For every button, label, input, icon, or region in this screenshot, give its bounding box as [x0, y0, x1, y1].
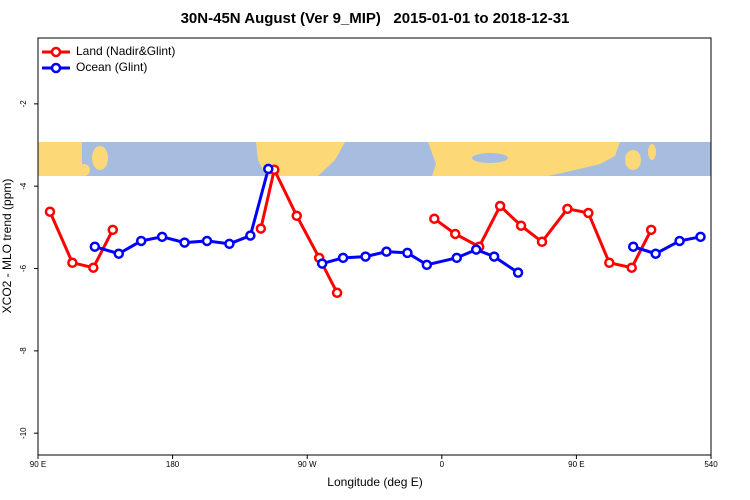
x-tick-label: 0 — [440, 460, 445, 469]
data-point — [89, 241, 101, 252]
data-point — [515, 220, 527, 231]
data-point — [451, 252, 463, 264]
x-axis-label: Longitude (deg E) — [327, 475, 422, 489]
data-point — [224, 238, 235, 250]
data-point — [88, 262, 99, 273]
data-point — [650, 248, 661, 259]
data-point — [494, 200, 506, 212]
data-point — [245, 230, 256, 241]
data-point — [255, 223, 267, 234]
data-point — [583, 207, 594, 219]
x-tick-label: 90 E — [30, 460, 46, 469]
x-tick-label: 180 — [166, 460, 180, 469]
data-point — [135, 235, 147, 247]
legend-marker — [50, 62, 62, 74]
series-line — [632, 235, 701, 256]
y-tick-label: -10 — [19, 427, 28, 439]
data-point — [381, 246, 392, 257]
data-point — [512, 267, 524, 278]
data-point — [360, 251, 371, 262]
y-tick-label: -6 — [19, 264, 28, 272]
y-tick-label: -4 — [19, 182, 28, 190]
data-point — [645, 224, 657, 236]
data-point — [402, 247, 413, 259]
data-point — [156, 231, 168, 243]
data-point — [331, 287, 343, 299]
data-point — [536, 236, 548, 248]
data-point — [179, 237, 190, 248]
data-point — [44, 206, 56, 217]
series-line — [48, 211, 115, 270]
x-tick-label: 540 — [704, 460, 718, 469]
data-point — [695, 231, 706, 243]
data-point — [626, 262, 637, 273]
data-point — [263, 163, 274, 175]
data-point — [604, 257, 615, 269]
x-tick-label: 90 W — [298, 460, 317, 469]
data-point — [337, 252, 349, 264]
legend-marker — [50, 46, 62, 58]
y-tick-label: -2 — [19, 100, 28, 108]
data-point — [562, 203, 573, 215]
y-tick-label: -8 — [19, 347, 28, 355]
data-point — [67, 257, 78, 269]
data-point — [107, 224, 119, 236]
data-point — [470, 244, 482, 255]
legend-label: Land (Nadir&Glint) — [76, 44, 175, 58]
data-point — [450, 228, 461, 240]
map-band — [38, 142, 711, 176]
data-point — [674, 235, 685, 247]
data-point — [421, 259, 433, 271]
legend: Land (Nadir&Glint) Ocean (Glint) — [42, 44, 175, 74]
data-point — [113, 248, 125, 259]
data-point — [429, 213, 440, 224]
series-line — [321, 247, 519, 274]
chart-title: 30N-45N August (Ver 9_MIP) 2015-01-01 to… — [181, 10, 570, 27]
data-point — [291, 210, 302, 222]
plot-frame — [37, 37, 712, 456]
data-point — [488, 251, 500, 262]
data-point — [627, 241, 639, 252]
y-axis-label: XCO2 - MLO trend (ppm) — [0, 179, 14, 314]
series-line — [259, 165, 339, 294]
x-tick-label: 90 E — [568, 460, 584, 469]
data-point — [201, 235, 213, 247]
data-point — [316, 258, 328, 269]
legend-label: Ocean (Glint) — [76, 60, 147, 74]
